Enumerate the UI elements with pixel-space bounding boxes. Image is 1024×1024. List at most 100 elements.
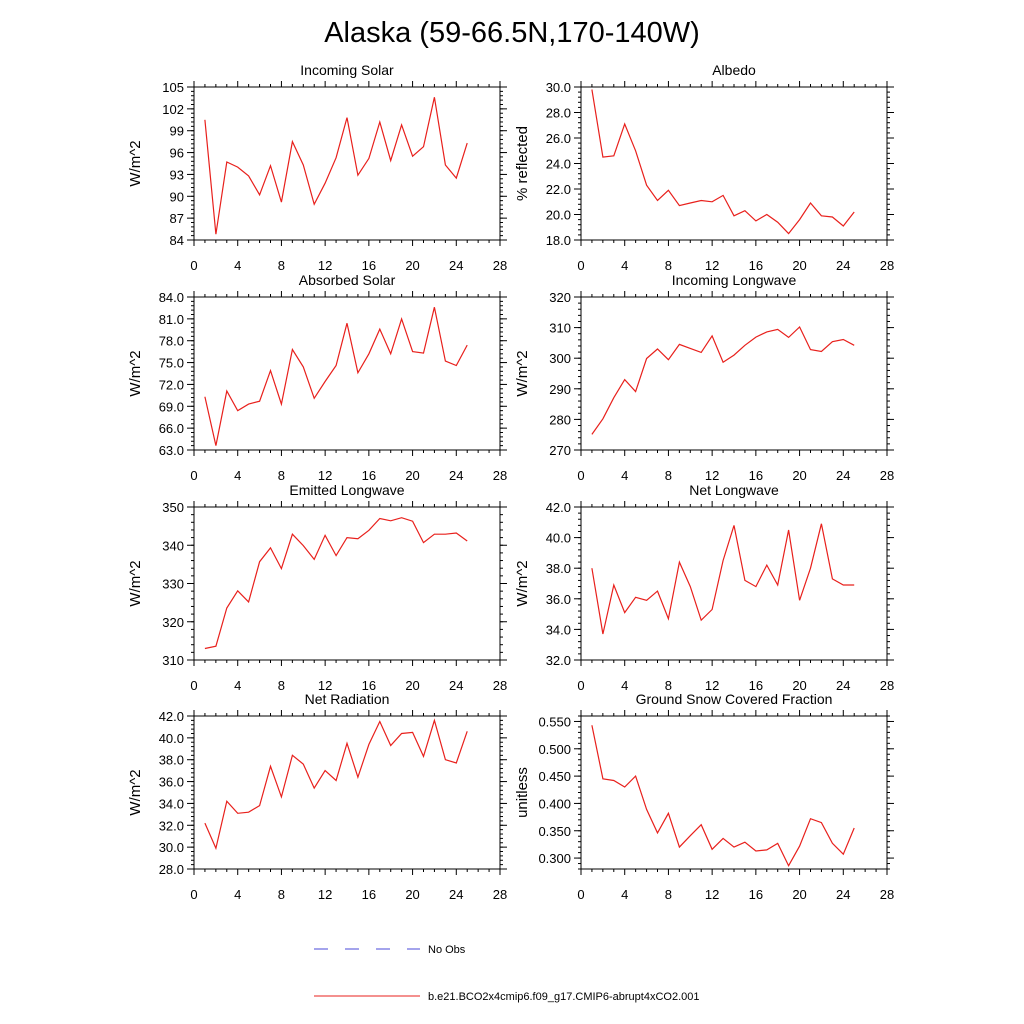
panel-title-incoming-solar: Incoming Solar	[300, 62, 394, 78]
y-tick-label-albedo: 22.0	[546, 182, 571, 197]
x-tick-label-ground-snow-covered-fraction: 12	[705, 887, 719, 902]
panel-ground-snow-covered-fraction: Ground Snow Covered Fraction unitless 0 4 8 1…	[514, 691, 894, 902]
x-tick-label-albedo: 12	[705, 258, 719, 273]
x-tick-label-net-longwave: 24	[836, 678, 850, 693]
x-tick-label-incoming-solar: 4	[234, 258, 241, 273]
x-tick-label-emitted-longwave: 20	[405, 678, 419, 693]
x-tick-label-incoming-solar: 0	[190, 258, 197, 273]
y-axis-label-incoming-longwave: W/m^2	[514, 350, 531, 396]
series-line-ground-snow-covered-fraction	[591, 725, 855, 867]
y-tick-label-albedo: 24.0	[546, 157, 571, 172]
y-tick-label-net-radiation: 42.0	[159, 709, 184, 724]
y-tick-label-net-longwave: 42.0	[546, 500, 571, 515]
x-tick-label-incoming-longwave: 24	[836, 468, 850, 483]
y-tick-label-net-longwave: 36.0	[546, 592, 571, 607]
x-tick-label-net-longwave: 12	[705, 678, 719, 693]
y-tick-label-absorbed-solar: 72.0	[159, 377, 184, 392]
x-tick-label-net-longwave: 4	[621, 678, 628, 693]
x-tick-label-net-radiation: 20	[405, 887, 419, 902]
y-tick-label-incoming-longwave: 300	[549, 351, 571, 366]
y-tick-label-incoming-solar: 84	[170, 233, 184, 248]
y-tick-label-ground-snow-covered-fraction: 0.500	[538, 742, 571, 757]
y-tick-label-net-radiation: 32.0	[159, 818, 184, 833]
y-tick-label-albedo: 18.0	[546, 233, 571, 248]
y-tick-label-ground-snow-covered-fraction: 0.350	[538, 824, 571, 839]
x-tick-label-incoming-longwave: 28	[880, 468, 894, 483]
x-tick-label-incoming-longwave: 20	[792, 468, 806, 483]
series-line-net-longwave	[591, 523, 855, 635]
x-tick-label-emitted-longwave: 24	[449, 678, 463, 693]
series-line-emitted-longwave	[204, 517, 468, 650]
x-tick-label-ground-snow-covered-fraction: 0	[577, 887, 584, 902]
panel-title-absorbed-solar: Absorbed Solar	[299, 272, 396, 288]
panel-net-longwave: Net Longwave W/m^2 0 4 8 12 16 20 24 28 32.0 34.0 36…	[514, 482, 894, 693]
y-tick-label-net-radiation: 38.0	[159, 753, 184, 768]
y-tick-label-net-radiation: 34.0	[159, 796, 184, 811]
y-tick-label-absorbed-solar: 66.0	[159, 421, 184, 436]
x-tick-label-incoming-longwave: 16	[749, 468, 763, 483]
x-tick-label-emitted-longwave: 12	[318, 678, 332, 693]
x-tick-label-absorbed-solar: 12	[318, 468, 332, 483]
x-tick-label-incoming-solar: 24	[449, 258, 463, 273]
x-tick-label-albedo: 16	[749, 258, 763, 273]
x-tick-label-absorbed-solar: 20	[405, 468, 419, 483]
x-tick-label-ground-snow-covered-fraction: 28	[880, 887, 894, 902]
panel-title-emitted-longwave: Emitted Longwave	[289, 482, 404, 498]
x-tick-label-emitted-longwave: 16	[362, 678, 376, 693]
y-axis-label-incoming-solar: W/m^2	[127, 140, 144, 186]
y-tick-label-incoming-longwave: 290	[549, 382, 571, 397]
x-tick-label-emitted-longwave: 4	[234, 678, 241, 693]
y-tick-label-incoming-solar: 93	[170, 167, 184, 182]
x-tick-label-absorbed-solar: 24	[449, 468, 463, 483]
y-tick-label-ground-snow-covered-fraction: 0.300	[538, 851, 571, 866]
y-tick-label-albedo: 28.0	[546, 106, 571, 121]
x-tick-label-net-radiation: 8	[278, 887, 285, 902]
x-tick-label-absorbed-solar: 16	[362, 468, 376, 483]
x-tick-label-albedo: 8	[665, 258, 672, 273]
y-tick-label-absorbed-solar: 69.0	[159, 399, 184, 414]
y-tick-label-incoming-solar: 99	[170, 124, 184, 139]
x-tick-label-incoming-solar: 20	[405, 258, 419, 273]
y-tick-label-absorbed-solar: 78.0	[159, 334, 184, 349]
y-tick-label-albedo: 26.0	[546, 131, 571, 146]
panel-emitted-longwave: Emitted Longwave W/m^2 0 4 8 12 16 20 24 28 310 320…	[127, 482, 507, 693]
y-tick-label-net-longwave: 32.0	[546, 653, 571, 668]
x-tick-label-incoming-longwave: 0	[577, 468, 584, 483]
y-axis-label-absorbed-solar: W/m^2	[127, 350, 144, 396]
plot-frame-emitted-longwave	[193, 506, 501, 661]
plot-frame-net-radiation	[193, 715, 501, 870]
x-tick-label-net-radiation: 12	[318, 887, 332, 902]
x-tick-label-incoming-longwave: 12	[705, 468, 719, 483]
legend-label-model-run: b.e21.BCO2x4cmip6.f09_g17.CMIP6-abrupt4x…	[428, 991, 700, 1003]
y-tick-label-emitted-longwave: 310	[162, 653, 184, 668]
x-tick-label-net-longwave: 8	[665, 678, 672, 693]
x-tick-label-albedo: 0	[577, 258, 584, 273]
plot-frame-incoming-solar	[193, 86, 501, 241]
y-tick-label-ground-snow-covered-fraction: 0.450	[538, 769, 571, 784]
x-tick-label-emitted-longwave: 0	[190, 678, 197, 693]
x-tick-label-net-longwave: 16	[749, 678, 763, 693]
x-tick-label-absorbed-solar: 28	[493, 468, 507, 483]
y-tick-label-net-radiation: 40.0	[159, 731, 184, 746]
y-tick-label-incoming-solar: 105	[162, 80, 184, 95]
y-tick-label-net-longwave: 40.0	[546, 531, 571, 546]
y-tick-label-emitted-longwave: 350	[162, 500, 184, 515]
y-tick-label-net-longwave: 34.0	[546, 622, 571, 637]
y-axis-label-ground-snow-covered-fraction: unitless	[514, 767, 531, 818]
y-tick-label-incoming-solar: 90	[170, 189, 184, 204]
y-tick-label-incoming-solar: 96	[170, 146, 184, 161]
x-tick-label-net-radiation: 0	[190, 887, 197, 902]
plot-frame-incoming-longwave	[580, 296, 888, 451]
x-tick-label-absorbed-solar: 8	[278, 468, 285, 483]
y-tick-label-net-longwave: 38.0	[546, 561, 571, 576]
x-tick-label-ground-snow-covered-fraction: 20	[792, 887, 806, 902]
legend-item-no-obs: No Obs	[314, 944, 466, 956]
x-tick-label-net-radiation: 28	[493, 887, 507, 902]
x-tick-label-albedo: 4	[621, 258, 628, 273]
panel-incoming-longwave: Incoming Longwave W/m^2 0 4 8 12 16 20 24 28 270 28…	[514, 272, 894, 483]
x-tick-label-emitted-longwave: 8	[278, 678, 285, 693]
x-tick-label-net-longwave: 28	[880, 678, 894, 693]
series-line-net-radiation	[204, 718, 468, 851]
